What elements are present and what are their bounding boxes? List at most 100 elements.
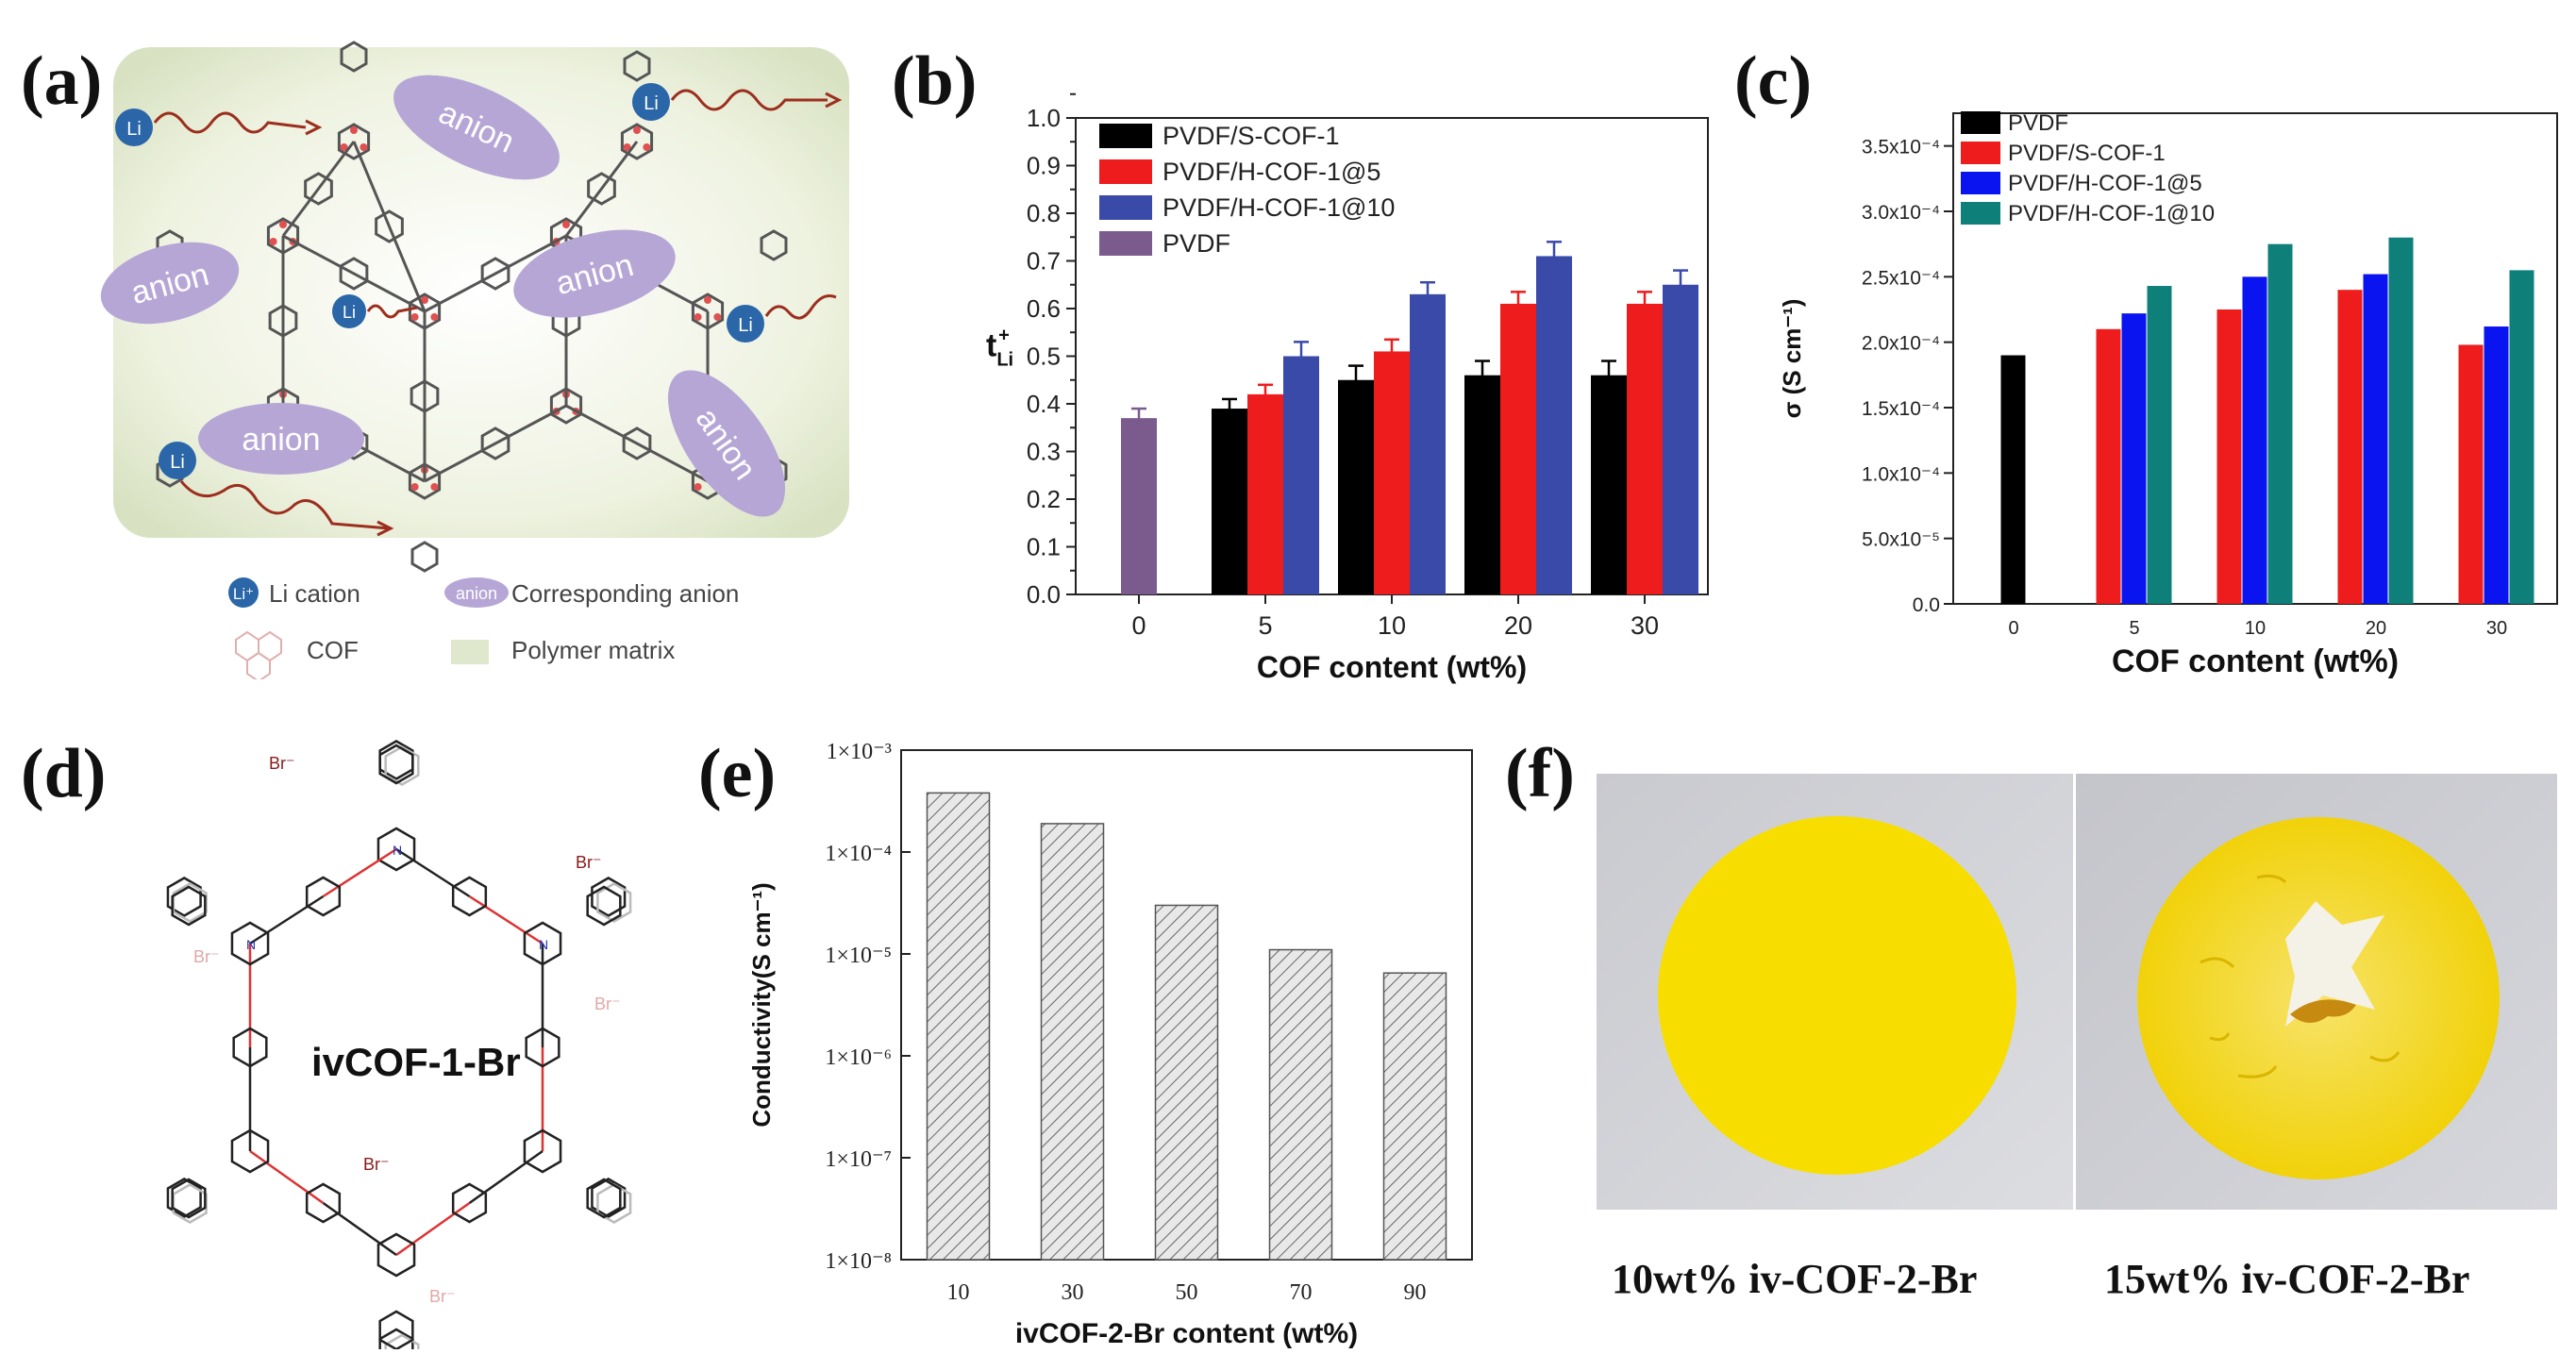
y-tick-label: 1×10⁻⁵ bbox=[825, 944, 892, 968]
bar bbox=[1627, 303, 1663, 594]
ivcof-1-br-label: ivCOF-1-Br bbox=[311, 1040, 521, 1084]
y-axis-label: Conductivity(S cm⁻¹) bbox=[747, 882, 776, 1127]
y-tick-label: 0.1 bbox=[1027, 533, 1061, 561]
legend-swatch bbox=[1099, 124, 1152, 148]
nitrogen-label: N bbox=[393, 843, 402, 858]
bar bbox=[1283, 356, 1319, 594]
chart-e-log-conductivity: 1×10⁻³ 1×10⁻⁴ 1×10⁻⁵ 1×10⁻⁶ 1×10⁻⁷ 1×10⁻⁸ 10 30… bbox=[747, 740, 1473, 1349]
bar bbox=[2337, 290, 2363, 604]
x-tick-label: 10 bbox=[1378, 611, 1406, 640]
x-axis-label: COF content (wt%) bbox=[1257, 650, 1527, 684]
y-axis-label: tLi+ bbox=[986, 326, 1013, 371]
x-axis-label: ivCOF-2-Br content (wt%) bbox=[1015, 1318, 1358, 1349]
bar bbox=[2216, 309, 2242, 604]
bar bbox=[1464, 375, 1500, 594]
x-tick-label: 70 bbox=[1290, 1280, 1313, 1305]
legend-label: PVDF/H-COF-1@10 bbox=[2008, 201, 2215, 226]
x-tick-label: 20 bbox=[2366, 618, 2386, 639]
schematic-legend: Li⁺ Li cation anion Corresponding anion … bbox=[228, 577, 739, 679]
bar bbox=[1591, 375, 1627, 594]
legend-label: PVDF/S-COF-1 bbox=[1163, 122, 1340, 150]
bar bbox=[2509, 270, 2534, 604]
br-ion-label: Br⁻ bbox=[429, 1287, 456, 1306]
br-ion-label: Br⁻ bbox=[576, 853, 602, 872]
svg-text:Li cation: Li cation bbox=[269, 579, 360, 608]
chart-c-ionic-conductivity: 0.0 5.0x10⁻⁵ 1.0x10⁻⁴ 1.5x10⁻⁴ 2.0x10⁻⁴ 2.5x1… bbox=[1778, 110, 2558, 679]
legend-swatch bbox=[1961, 142, 2000, 164]
br-ion-label: Br⁻ bbox=[594, 995, 621, 1013]
bar bbox=[1247, 393, 1283, 594]
x-tick-label: 0 bbox=[2008, 618, 2018, 639]
svg-text:Li: Li bbox=[170, 452, 185, 473]
x-tick-label: 10 bbox=[2245, 618, 2266, 639]
anion-bubble: anion bbox=[100, 242, 240, 325]
legend-swatch bbox=[1099, 195, 1152, 220]
y-tick-label: 0.3 bbox=[1027, 438, 1061, 466]
svg-text:Corresponding anion: Corresponding anion bbox=[511, 579, 739, 608]
svg-text:anion: anion bbox=[456, 584, 497, 603]
legend-swatch bbox=[1961, 111, 2000, 134]
bar bbox=[1040, 823, 1105, 1261]
bar bbox=[1121, 418, 1157, 594]
bar bbox=[926, 792, 991, 1261]
x-tick-label: 90 bbox=[1404, 1280, 1427, 1305]
y-tick-label: 0.0 bbox=[1027, 580, 1061, 609]
x-tick-label: 30 bbox=[1062, 1280, 1084, 1305]
bar bbox=[1663, 284, 1698, 594]
nitrogen-label: N bbox=[246, 937, 256, 952]
y-tick-label: 1.0 bbox=[1027, 104, 1061, 132]
x-axis-label: COF content (wt%) bbox=[2112, 644, 2399, 679]
nitrogen-label: N bbox=[539, 937, 548, 952]
svg-text:COF: COF bbox=[307, 636, 359, 664]
anion-bubble: anion bbox=[198, 403, 364, 475]
membrane-crack bbox=[2200, 874, 2400, 1078]
bar bbox=[1154, 904, 1219, 1261]
x-tick-label: 50 bbox=[1176, 1280, 1198, 1305]
svg-text:Li: Li bbox=[343, 303, 356, 322]
anion-bubble: anion bbox=[393, 75, 560, 180]
bar bbox=[1382, 972, 1447, 1261]
legend-label: PVDF/H-COF-1@5 bbox=[1163, 158, 1380, 186]
br-ion-label: Br⁻ bbox=[193, 947, 220, 966]
y-tick-label: 1.0x10⁻⁴ bbox=[1862, 463, 1940, 485]
panel-label-e: (e) bbox=[698, 735, 777, 812]
legend-swatch bbox=[1961, 202, 2000, 225]
panel-f-membrane-photos bbox=[1597, 774, 2557, 1210]
li-cation: Li bbox=[632, 83, 843, 121]
bar bbox=[1374, 351, 1410, 594]
y-tick-label: 2.5x10⁻⁴ bbox=[1862, 267, 1940, 289]
x-tick-label: 30 bbox=[1631, 611, 1659, 640]
panel-label-b: (b) bbox=[892, 42, 978, 120]
panel-label-a: (a) bbox=[21, 42, 103, 120]
svg-text:Li: Li bbox=[738, 315, 753, 336]
legend-label: PVDF bbox=[2008, 110, 2068, 136]
y-tick-label: 1.5x10⁻⁴ bbox=[1862, 398, 1940, 420]
x-tick-label: 0 bbox=[1131, 611, 1146, 640]
bar bbox=[1212, 409, 1247, 594]
y-tick-label: 0.2 bbox=[1027, 485, 1061, 513]
svg-text:anion: anion bbox=[242, 422, 320, 458]
bar bbox=[1338, 379, 1374, 594]
y-tick-label: 1×10⁻⁸ bbox=[825, 1249, 892, 1274]
bar bbox=[2242, 276, 2267, 604]
x-tick-label: 10 bbox=[947, 1280, 970, 1305]
y-tick-label: 1×10⁻³ bbox=[827, 740, 892, 764]
legend-label: PVDF/H-COF-1@10 bbox=[1163, 193, 1395, 222]
svg-text:Li: Li bbox=[644, 93, 659, 114]
caption-15wt: 15wt% iv-COF-2-Br bbox=[2104, 1256, 2470, 1302]
y-tick-label: 0.5 bbox=[1027, 343, 1061, 371]
caption-10wt: 10wt% iv-COF-2-Br bbox=[1612, 1256, 1978, 1302]
bar bbox=[1410, 293, 1446, 594]
li-cation: Li bbox=[332, 294, 418, 328]
bar bbox=[2147, 286, 2172, 604]
legend-label: PVDF/S-COF-1 bbox=[2008, 141, 2166, 166]
y-tick-label: 0.0 bbox=[1913, 594, 1940, 616]
li-cation: Li bbox=[159, 442, 394, 537]
anion-bubble: anion bbox=[667, 370, 786, 517]
y-tick-label: 0.9 bbox=[1027, 152, 1061, 180]
x-tick-label: 5 bbox=[2129, 618, 2139, 639]
y-tick-label: 5.0x10⁻⁵ bbox=[1862, 529, 1940, 551]
bar bbox=[2096, 328, 2121, 604]
y-tick-label: 3.5x10⁻⁴ bbox=[1862, 137, 1940, 159]
y-tick-label: 1×10⁻⁷ bbox=[825, 1147, 892, 1172]
